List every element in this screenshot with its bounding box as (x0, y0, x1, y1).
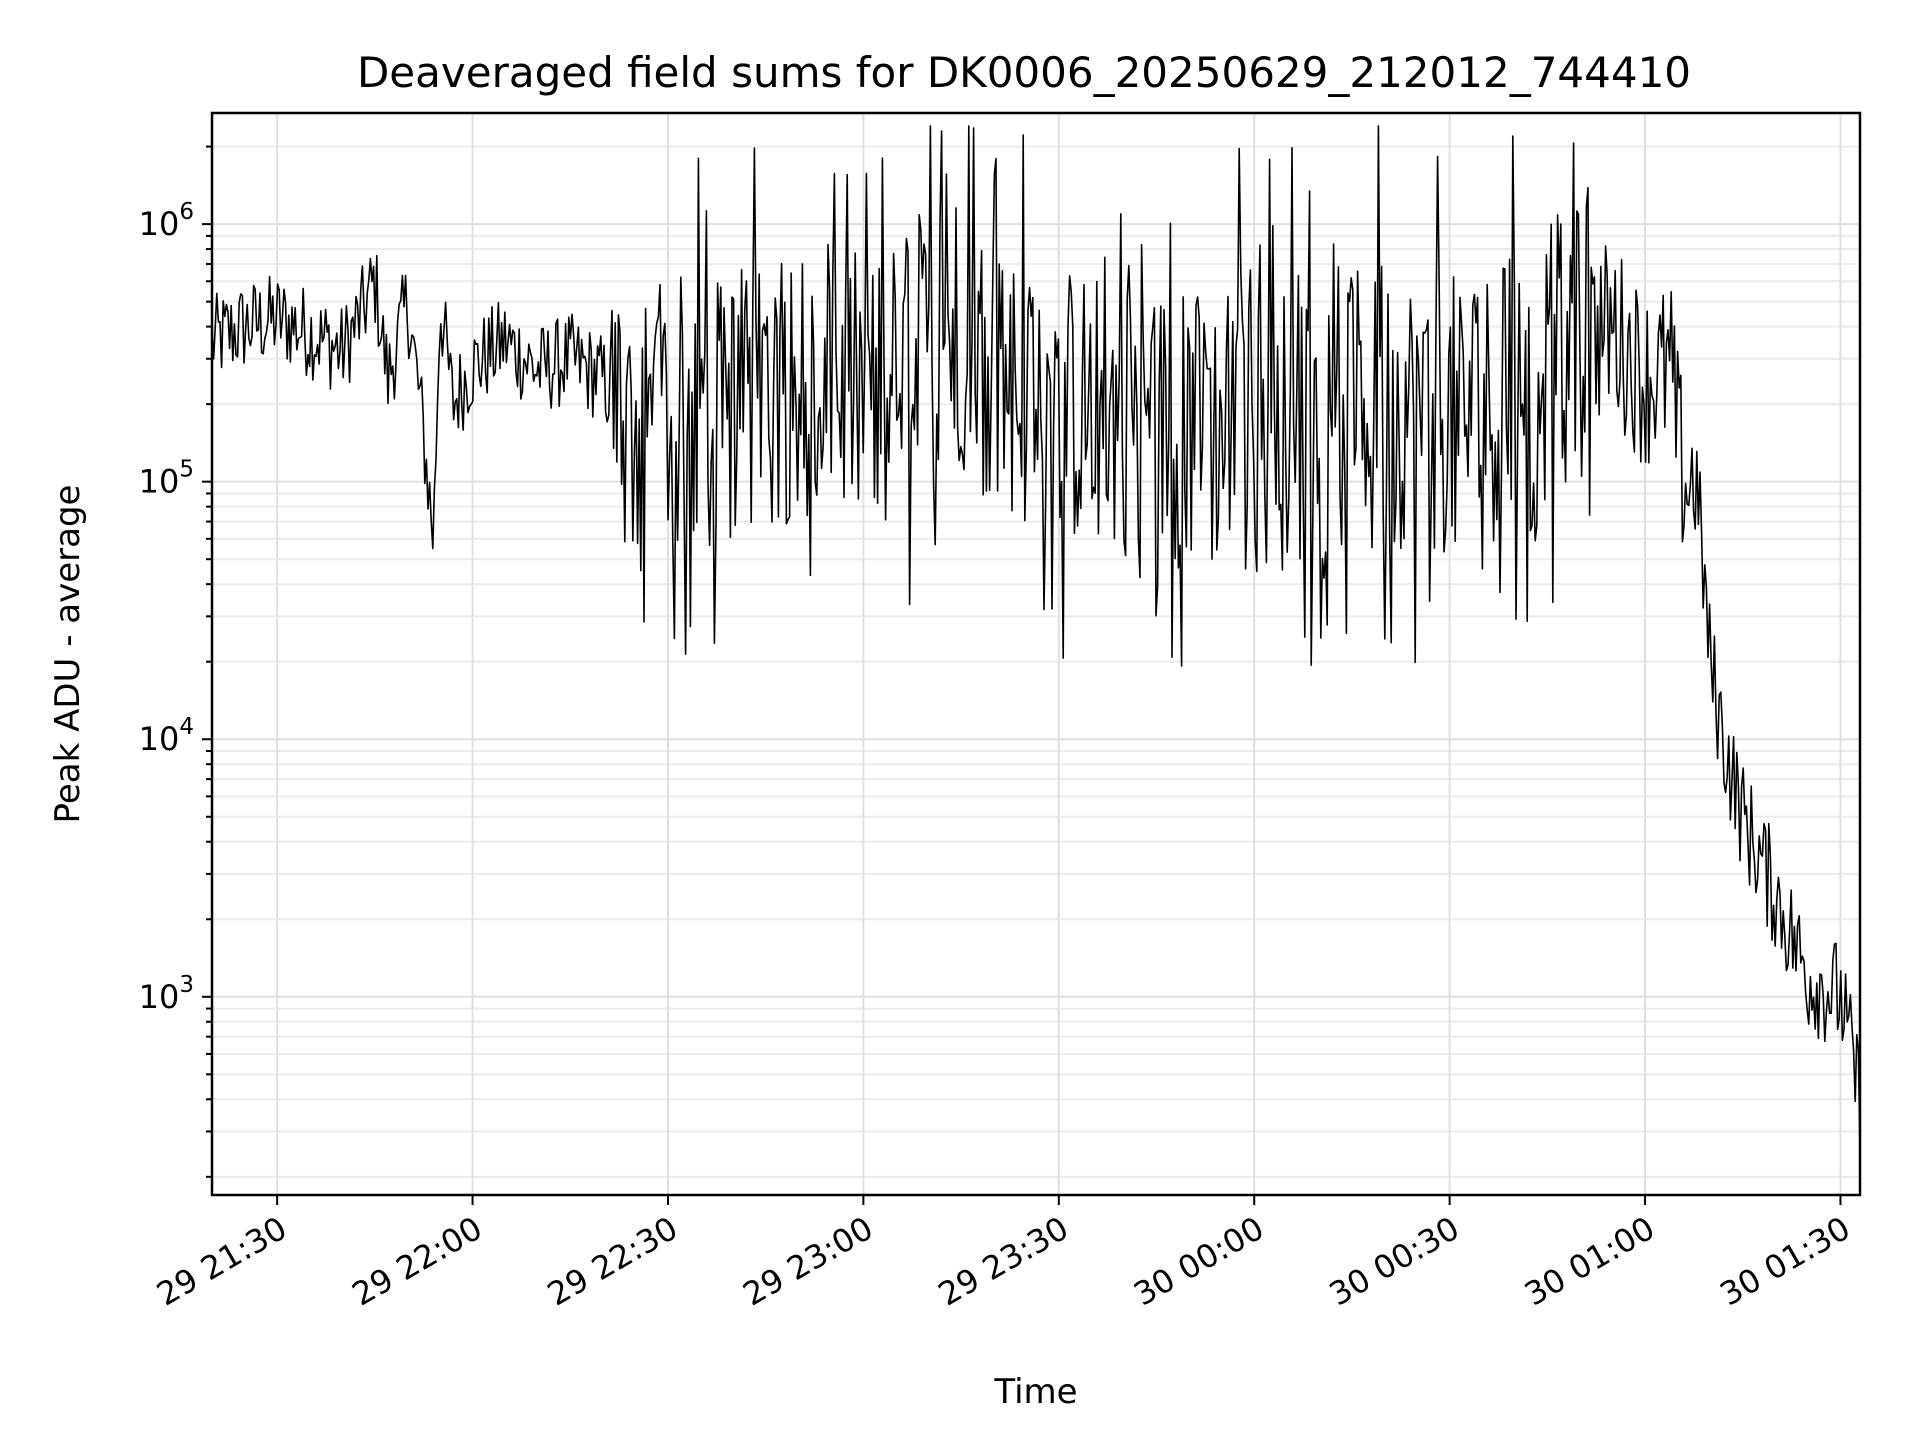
x-tick-label: 30 01:00 (1518, 1209, 1661, 1313)
y-tick-label: 105 (139, 457, 194, 501)
plot-area-frame (210, 111, 1862, 1197)
x-tick-label: 30 01:30 (1714, 1209, 1857, 1313)
x-tick-label: 30 00:30 (1323, 1209, 1466, 1313)
series-line (211, 125, 1861, 1154)
chart-title: Deaveraged field sums for DK0006_2025062… (357, 48, 1691, 97)
x-tick-label: 30 00:00 (1127, 1209, 1270, 1313)
x-axis: 29 21:30 29 22:00 29 22:30 29 23:00 29 23:30… (150, 1195, 1856, 1313)
x-tick-label: 29 23:30 (932, 1209, 1075, 1313)
x-tick-label: 29 22:30 (541, 1209, 684, 1313)
x-tick-label: 29 23:00 (736, 1209, 879, 1313)
minor-grid (212, 145, 1860, 1178)
y-tick-label: 103 (139, 972, 194, 1016)
x-tick-label: 29 21:30 (150, 1209, 293, 1313)
y-tick-label: 106 (139, 199, 194, 243)
y-axis: 103 104 105 106 (139, 145, 212, 1178)
x-tick-label: 29 22:00 (346, 1209, 489, 1313)
major-grid (212, 113, 1860, 1195)
y-axis-title: Peak ADU - average (48, 485, 88, 824)
y-tick-label: 104 (139, 714, 194, 758)
x-axis-title: Time (993, 1372, 1077, 1412)
